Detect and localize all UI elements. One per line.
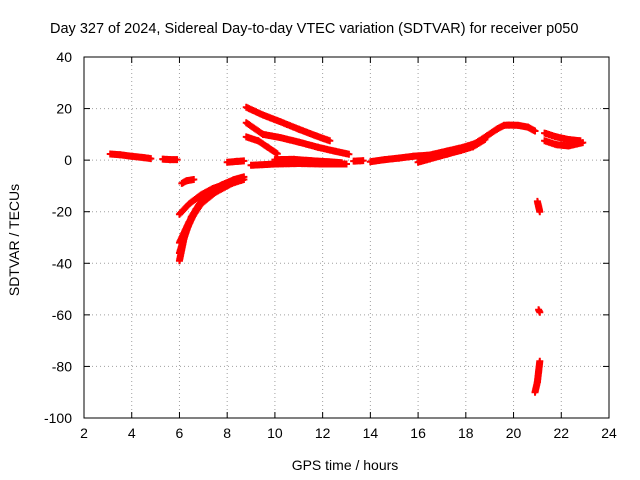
x-tick-label: 10 bbox=[267, 425, 283, 441]
x-tick-label: 14 bbox=[363, 425, 379, 441]
data-point bbox=[536, 208, 544, 216]
series-arc-u bbox=[531, 357, 544, 396]
y-tick-label: -60 bbox=[52, 307, 72, 323]
x-tick-label: 4 bbox=[128, 425, 136, 441]
data-point bbox=[481, 136, 489, 144]
data-point bbox=[536, 308, 544, 316]
x-tick-label: 2 bbox=[80, 425, 88, 441]
data-point bbox=[579, 139, 587, 147]
y-tick-label: -100 bbox=[44, 410, 72, 426]
data-point bbox=[190, 175, 198, 183]
x-tick-label: 24 bbox=[601, 425, 617, 441]
series-arc-m bbox=[271, 155, 346, 167]
series-arc-a bbox=[106, 150, 155, 163]
y-tick-label: -80 bbox=[52, 358, 72, 374]
series-arc-o bbox=[366, 121, 539, 166]
x-tick-label: 18 bbox=[458, 425, 474, 441]
grid-lines bbox=[84, 57, 609, 418]
x-tick-label: 22 bbox=[553, 425, 569, 441]
data-point bbox=[173, 156, 181, 164]
series-arc-q bbox=[541, 129, 584, 145]
series-arc-n bbox=[350, 157, 367, 165]
series-arc-t bbox=[535, 306, 544, 316]
x-tick-label: 16 bbox=[410, 425, 426, 441]
data-point bbox=[240, 175, 248, 183]
data-point bbox=[147, 155, 155, 163]
y-tick-label: 40 bbox=[56, 49, 72, 65]
series-arc-p bbox=[414, 136, 489, 166]
series-arc-s bbox=[533, 197, 544, 216]
series-arc-k bbox=[242, 133, 281, 158]
series-arc-h bbox=[223, 157, 248, 166]
series-arc-i bbox=[242, 103, 334, 145]
x-axis-label: GPS time / hours bbox=[292, 457, 399, 473]
data-point bbox=[240, 157, 248, 165]
data-point bbox=[326, 137, 334, 145]
data-point bbox=[536, 357, 544, 365]
data-point bbox=[273, 150, 281, 158]
x-tick-label: 8 bbox=[223, 425, 231, 441]
data-point bbox=[531, 127, 539, 135]
chart-title: Day 327 of 2024, Sidereal Day-to-day VTE… bbox=[50, 21, 578, 37]
y-tick-label: 20 bbox=[56, 101, 72, 117]
data-point bbox=[338, 159, 346, 167]
series-arc-g bbox=[175, 175, 248, 247]
y-tick-label: -40 bbox=[52, 255, 72, 271]
series-arc-j bbox=[242, 119, 353, 158]
data-point bbox=[345, 150, 353, 158]
x-tick-label: 12 bbox=[315, 425, 331, 441]
axis-ticks: 2 4 6 8 10 12 14 16 18 20 22 2440200-20-40-60-80-10… bbox=[44, 49, 617, 441]
y-axis-label: SDTVAR / TECUs bbox=[6, 184, 22, 296]
series-arc-b bbox=[159, 155, 181, 164]
y-tick-label: -20 bbox=[52, 204, 72, 220]
data-point bbox=[343, 160, 350, 168]
data-point bbox=[359, 157, 367, 165]
y-tick-label: 0 bbox=[64, 152, 72, 168]
series-arc-r bbox=[541, 137, 587, 150]
x-tick-label: 6 bbox=[176, 425, 184, 441]
plot-frame bbox=[83, 56, 610, 419]
x-tick-label: 20 bbox=[506, 425, 522, 441]
series-arc-c bbox=[178, 175, 198, 187]
data-marks bbox=[106, 103, 587, 396]
